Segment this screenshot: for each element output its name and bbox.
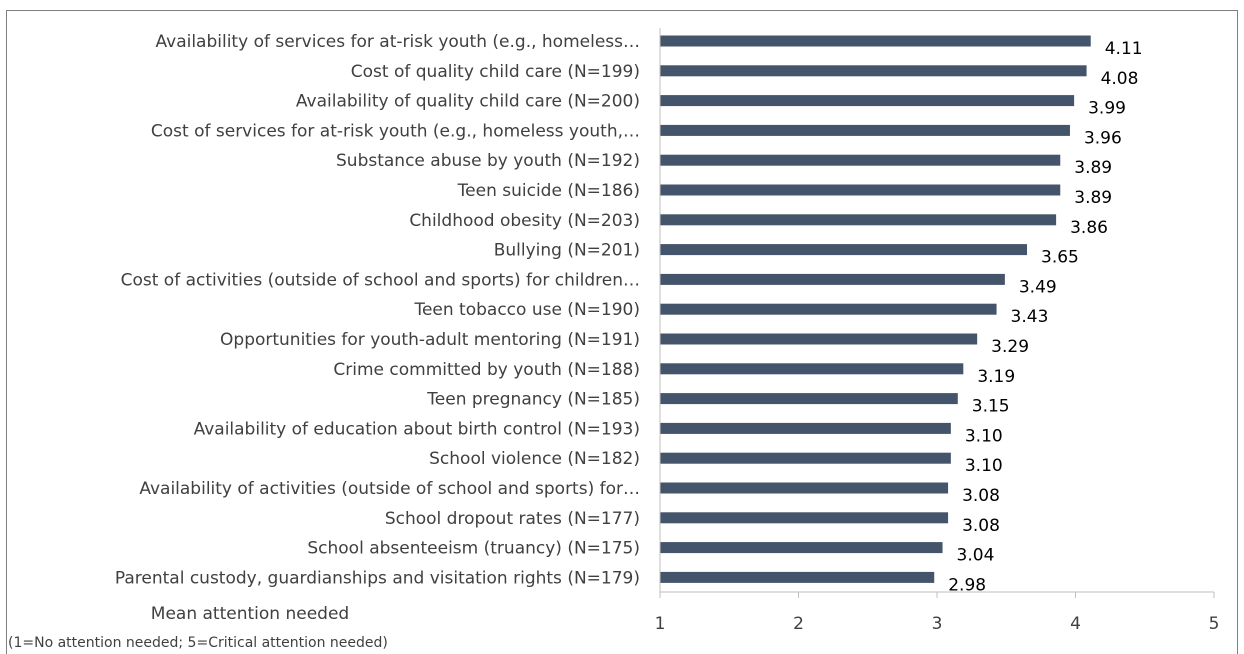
category-label: Substance abuse by youth (N=192): [336, 151, 640, 171]
category-label: Teen pregnancy (N=185): [426, 390, 640, 410]
value-label: 4.08: [1101, 69, 1139, 89]
category-label: Parental custody, guardianships and visi…: [115, 568, 640, 588]
x-tick-label: 2: [793, 614, 804, 634]
value-label: 3.08: [962, 486, 1000, 506]
value-label: 3.89: [1074, 188, 1112, 208]
value-labels-group: 4.11 4.08 3.99 3.96 3.89 3.89 3.86 3.65 3.49 3.43…: [948, 39, 1142, 595]
bar: [660, 124, 1070, 136]
x-tick-label: 3: [932, 614, 943, 634]
x-ticks-group: 1 2 3 4 5: [655, 592, 1220, 634]
x-tick-label: 1: [655, 614, 666, 634]
value-label: 3.15: [972, 397, 1010, 417]
value-label: 3.96: [1084, 128, 1122, 148]
bar: [660, 244, 1028, 256]
category-label: Crime committed by youth (N=188): [333, 360, 640, 380]
bar: [660, 214, 1057, 226]
bars-group: [660, 35, 1091, 583]
category-label: Teen tobacco use (N=190): [413, 300, 640, 320]
category-label: Cost of activities (outside of school an…: [121, 270, 640, 290]
bar: [660, 482, 949, 494]
value-label: 3.10: [965, 426, 1003, 446]
value-label: 4.11: [1105, 39, 1143, 59]
bar: [660, 571, 935, 583]
value-label: 3.86: [1070, 218, 1108, 238]
category-label: School absenteeism (truancy) (N=175): [307, 539, 640, 559]
category-label: Availability of education about birth co…: [194, 419, 640, 439]
x-tick-label: 4: [1070, 614, 1081, 634]
category-label: Cost of quality child care (N=199): [351, 62, 640, 82]
category-label: Bullying (N=201): [494, 241, 640, 261]
category-label: Availability of services for at-risk you…: [156, 32, 641, 52]
bar: [660, 333, 978, 345]
value-label: 2.98: [948, 575, 986, 595]
bar: [660, 95, 1075, 107]
bar: [660, 303, 997, 315]
bar: [660, 65, 1087, 77]
value-label: 3.89: [1074, 158, 1112, 178]
value-label: 3.10: [965, 456, 1003, 476]
category-label: Availability of quality child care (N=20…: [296, 92, 640, 112]
bar: [660, 363, 964, 375]
value-label: 3.29: [991, 337, 1029, 357]
category-label: Cost of services for at-risk youth (e.g.…: [151, 121, 640, 141]
value-label: 3.19: [977, 367, 1015, 387]
value-label: 3.99: [1088, 99, 1126, 119]
bar: [660, 184, 1061, 196]
category-label: Opportunities for youth-adult mentoring …: [220, 330, 640, 350]
bar: [660, 393, 958, 405]
category-labels-group: Availability of services for at-risk you…: [115, 32, 640, 588]
category-label: Childhood obesity (N=203): [409, 211, 640, 231]
chart-frame: [6, 10, 1238, 654]
bar: [660, 422, 951, 434]
bar: [660, 512, 949, 524]
category-label: School violence (N=182): [429, 449, 640, 469]
value-label: 3.65: [1041, 248, 1079, 268]
category-label: School dropout rates (N=177): [385, 509, 640, 529]
x-axis-note: (1=No attention needed; 5=Critical atten…: [8, 635, 388, 651]
value-label: 3.49: [1019, 277, 1057, 297]
value-label: 3.04: [957, 546, 995, 566]
x-axis-title: Mean attention needed: [151, 604, 349, 624]
category-label: Teen suicide (N=186): [457, 181, 640, 201]
bar: [660, 273, 1005, 285]
value-label: 3.43: [1011, 307, 1049, 327]
bar: [660, 35, 1091, 47]
value-label: 3.08: [962, 516, 1000, 536]
bar: [660, 154, 1061, 166]
bar: [660, 452, 951, 464]
x-tick-label: 5: [1209, 614, 1220, 634]
bar: [660, 542, 943, 554]
category-label: Availability of activities (outside of s…: [139, 479, 640, 499]
